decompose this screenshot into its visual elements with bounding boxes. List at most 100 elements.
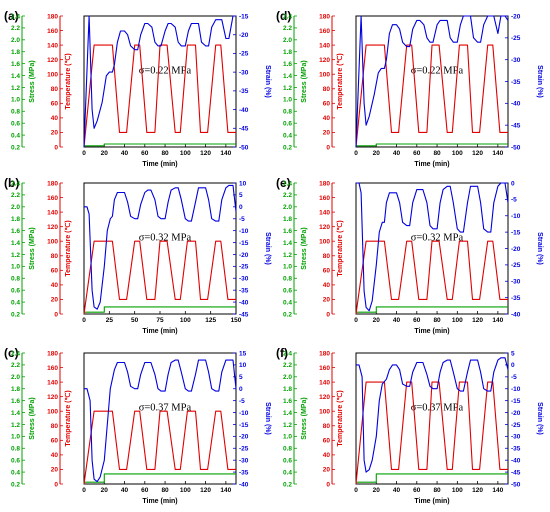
stress-tick-label: 1.4 <box>11 73 20 80</box>
stress-axis-label: Stress (MPa) <box>301 227 308 269</box>
stress-tick-label: 2.0 <box>283 204 292 211</box>
temperature-tick-label: 160 <box>47 365 58 372</box>
temperature-series-line <box>355 240 508 315</box>
temperature-tick-label: 40 <box>51 282 59 289</box>
x-tick-label: 20 <box>373 487 381 494</box>
temperature-axis-label: Temperature (℃) <box>336 390 344 446</box>
stress-series-line <box>84 306 236 313</box>
temperature-tick-label: 120 <box>47 57 58 64</box>
strain-tick-label: -15 <box>239 240 249 247</box>
temperature-tick-label: 0 <box>54 311 58 318</box>
strain-axis-label: Strain (%) <box>536 402 543 435</box>
strain-tick-label: -45 <box>511 122 521 129</box>
stress-tick-label: 2.4 <box>283 180 292 187</box>
temperature-series-line <box>83 410 236 485</box>
strain-tick-label: -35 <box>239 287 249 294</box>
temperature-tick-label: 40 <box>51 115 59 122</box>
x-tick-label: 60 <box>413 317 421 324</box>
strain-tick-label: -10 <box>511 213 521 220</box>
stress-tick-label: 1.6 <box>283 228 292 235</box>
stress-tick-label: 0.6 <box>11 120 20 127</box>
plot-frame <box>355 182 509 315</box>
temperature-tick-label: 80 <box>323 86 331 93</box>
temperature-series-line <box>83 44 236 148</box>
temperature-tick-label: 160 <box>47 28 58 35</box>
x-tick-label: 140 <box>220 150 231 157</box>
stress-tick-label: 2.4 <box>283 13 292 20</box>
temperature-tick-label: 100 <box>319 239 330 246</box>
temperature-tick-label: 180 <box>319 180 330 187</box>
x-tick-label: 100 <box>452 150 463 157</box>
x-tick-label: 100 <box>452 487 463 494</box>
temperature-tick-label: 60 <box>51 268 59 275</box>
strain-tick-label: -50 <box>511 481 521 488</box>
temperature-tick-label: 80 <box>51 86 59 93</box>
stress-tick-label: 1.0 <box>11 264 20 271</box>
plot-frame <box>83 352 237 485</box>
strain-tick-label: -25 <box>511 262 521 269</box>
x-tick-label: 120 <box>472 317 483 324</box>
stress-tick-label: 1.6 <box>11 61 20 68</box>
x-tick-label: 40 <box>393 487 401 494</box>
strain-axis-label: Strain (%) <box>264 402 271 435</box>
strain-series-line <box>84 184 237 310</box>
stress-tick-label: 1.2 <box>11 422 20 429</box>
strain-tick-label: -45 <box>511 469 521 476</box>
stress-tick-label: 1.2 <box>11 252 20 259</box>
stress-tick-label: 0.6 <box>283 457 292 464</box>
stress-axis-label: Stress (MPa) <box>29 60 36 102</box>
strain-tick-label: 5 <box>239 374 243 381</box>
x-tick-label: 60 <box>141 487 149 494</box>
temperature-tick-label: 40 <box>323 452 331 459</box>
stress-tick-label: 1.4 <box>11 410 20 417</box>
temperature-tick-label: 20 <box>323 130 331 137</box>
stress-tick-label: 0.6 <box>283 120 292 127</box>
temperature-tick-label: 100 <box>319 409 330 416</box>
strain-tick-label: -50 <box>239 144 249 151</box>
strain-tick-label: -40 <box>511 311 521 318</box>
strain-tick-label: 5 <box>511 350 515 357</box>
temperature-tick-label: 0 <box>326 481 330 488</box>
x-tick-label: 80 <box>161 150 169 157</box>
stress-tick-label: 1.6 <box>11 228 20 235</box>
temperature-tick-label: 160 <box>319 28 330 35</box>
x-tick-label: 75 <box>156 317 164 324</box>
stress-tick-label: 0.4 <box>11 299 20 306</box>
strain-tick-label: -25 <box>511 422 521 429</box>
x-tick-label: 140 <box>492 487 503 494</box>
stress-tick-label: 1.2 <box>283 422 292 429</box>
x-axis-label: Time (min) <box>142 498 177 505</box>
stress-tick-label: 0.8 <box>283 109 292 116</box>
stress-series-line <box>84 143 236 147</box>
stress-tick-label: 1.6 <box>283 61 292 68</box>
stress-tick-label: 1.8 <box>283 386 292 393</box>
strain-tick-label: -10 <box>511 386 521 393</box>
temperature-tick-label: 60 <box>51 101 59 108</box>
strain-tick-label: -30 <box>239 276 249 283</box>
strain-tick-label: -40 <box>239 481 249 488</box>
x-tick-label: 80 <box>433 317 441 324</box>
strain-tick-label: 10 <box>239 180 247 187</box>
stress-axis-label: Stress (MPa) <box>301 397 308 439</box>
chart-panel-f: (f) σ=0.37 MPa 0 20 40 60 80 100 120 140 Time (min… <box>276 346 543 505</box>
x-tick-label: 60 <box>413 150 421 157</box>
x-tick-label: 20 <box>101 150 109 157</box>
strain-axis-label: Strain (%) <box>264 232 271 265</box>
stress-tick-label: 0.4 <box>283 469 292 476</box>
strain-tick-label: -25 <box>239 51 249 58</box>
x-axis-label: Time (min) <box>142 328 177 335</box>
stress-tick-label: 2.4 <box>11 13 20 20</box>
stress-axis-label: Stress (MPa) <box>29 227 36 269</box>
stress-tick-label: 0.4 <box>283 132 292 139</box>
strain-tick-label: -10 <box>239 228 249 235</box>
stress-tick-label: 1.8 <box>283 216 292 223</box>
stress-tick-label: 2.0 <box>283 374 292 381</box>
stress-tick-label: 1.2 <box>283 252 292 259</box>
strain-tick-label: -5 <box>511 197 517 204</box>
chart-panel-a: (a) σ=0.22 MPa 0 20 40 60 80 100 120 140 Time (min… <box>4 9 271 168</box>
temperature-tick-label: 20 <box>51 467 59 474</box>
strain-tick-label: -40 <box>511 101 521 108</box>
stress-tick-label: 1.4 <box>11 240 20 247</box>
x-tick-label: 40 <box>393 150 401 157</box>
